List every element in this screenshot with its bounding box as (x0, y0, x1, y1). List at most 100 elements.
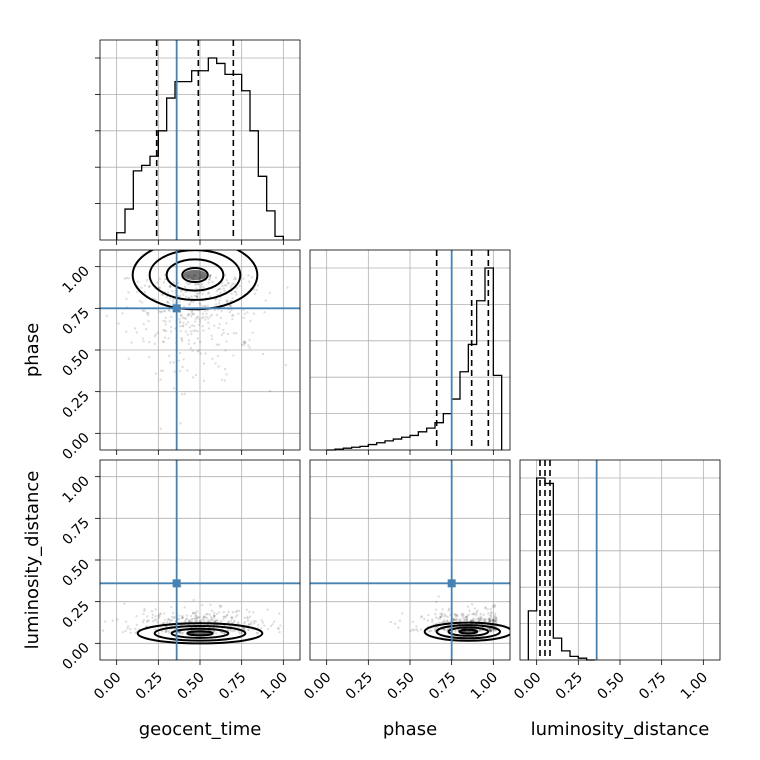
scatter-point (140, 286, 143, 289)
scatter-point (397, 626, 400, 629)
scatter-point (222, 615, 225, 619)
scatter-point (488, 620, 492, 623)
scatter-point (219, 316, 223, 320)
scatter-point (148, 340, 151, 344)
scatter-point (431, 620, 434, 623)
scatter-point (181, 324, 184, 328)
scatter-point (127, 277, 130, 280)
scatter-point (259, 626, 263, 630)
scatter-point (219, 619, 223, 623)
scatter-point (187, 283, 190, 286)
scatter-point (226, 332, 230, 336)
scatter-point (191, 349, 194, 352)
scatter-point (172, 281, 175, 284)
ytick-label-phase-4: 1.00 (59, 263, 92, 296)
scatter-point (215, 612, 219, 616)
scatter-point (202, 329, 205, 332)
scatter-point (207, 619, 210, 622)
scatter-point (206, 309, 209, 312)
scatter-point (198, 320, 202, 323)
scatter-point (178, 317, 181, 321)
scatter-point (173, 301, 177, 305)
scatter-point (172, 387, 176, 390)
scatter-point (479, 617, 483, 620)
scatter-point (169, 285, 172, 288)
scatter-point (252, 312, 256, 315)
scatter-point (439, 612, 442, 615)
scatter-point (237, 621, 240, 624)
scatter-point (477, 617, 480, 621)
scatter-point (488, 629, 492, 632)
scatter-point (190, 295, 193, 298)
scatter-point (183, 619, 187, 623)
scatter-point (234, 625, 238, 629)
scatter-point (195, 295, 199, 298)
scatter-point (200, 618, 204, 622)
scatter-point (420, 615, 423, 619)
scatter-point (214, 298, 217, 301)
scatter-point (168, 285, 172, 288)
xtick-label-geocent-time-1: 0.25 (133, 670, 166, 703)
scatter-point (226, 628, 230, 632)
scatter-point (223, 283, 227, 287)
scatter-point (489, 619, 492, 623)
scatter-point (236, 622, 239, 625)
scatter-point (159, 378, 162, 381)
scatter-point (222, 618, 225, 621)
scatter-point (245, 616, 249, 619)
scatter-point (441, 608, 444, 611)
scatter-point (454, 630, 457, 633)
scatter-point (185, 617, 188, 621)
scatter-point (479, 618, 483, 622)
scatter-point (194, 373, 198, 377)
scatter-point (157, 286, 161, 290)
scatter-point (133, 327, 137, 330)
scatter-point (479, 612, 483, 616)
scatter-point (180, 631, 184, 635)
scatter-point (247, 344, 250, 347)
scatter-point (250, 276, 254, 279)
scatter-point (145, 278, 149, 282)
scatter-point (446, 619, 449, 623)
xtick-label-phase-4: 1.00 (468, 670, 501, 703)
scatter-point (225, 279, 229, 282)
scatter-point (445, 628, 449, 632)
scatter-point (143, 309, 146, 313)
scatter-point (124, 620, 128, 623)
scatter-point (192, 329, 195, 333)
scatter-point (213, 324, 216, 328)
scatter-point (278, 631, 281, 634)
scatter-point (168, 361, 172, 364)
scatter-point (487, 619, 491, 623)
scatter-point (220, 378, 224, 381)
scatter-point (495, 617, 498, 620)
scatter-point (192, 312, 196, 316)
scatter-point (165, 295, 169, 298)
scatter-point (204, 318, 207, 321)
scatter-point (453, 618, 456, 621)
scatter-point (465, 619, 469, 622)
scatter-point (211, 280, 214, 284)
scatter-point (210, 313, 214, 317)
scatter-point (493, 604, 497, 607)
scatter-point (181, 616, 184, 619)
scatter-point (488, 617, 491, 620)
scatter-point (190, 309, 194, 313)
scatter-point (210, 337, 214, 341)
scatter-point (489, 630, 492, 633)
scatter-point (419, 628, 423, 631)
scatter-point (146, 619, 149, 623)
scatter-point (480, 616, 483, 620)
scatter-point (157, 614, 160, 617)
scatter-point (187, 342, 190, 346)
ylabel-phase: phase (22, 323, 43, 377)
scatter-point (167, 301, 170, 305)
scatter-point (226, 301, 229, 304)
scatter-point (181, 631, 185, 635)
scatter-point (232, 331, 236, 335)
scatter-point (135, 623, 139, 627)
scatter-point (168, 621, 172, 624)
scatter-point (194, 614, 197, 618)
scatter-point (428, 630, 432, 633)
scatter-point (196, 329, 199, 333)
